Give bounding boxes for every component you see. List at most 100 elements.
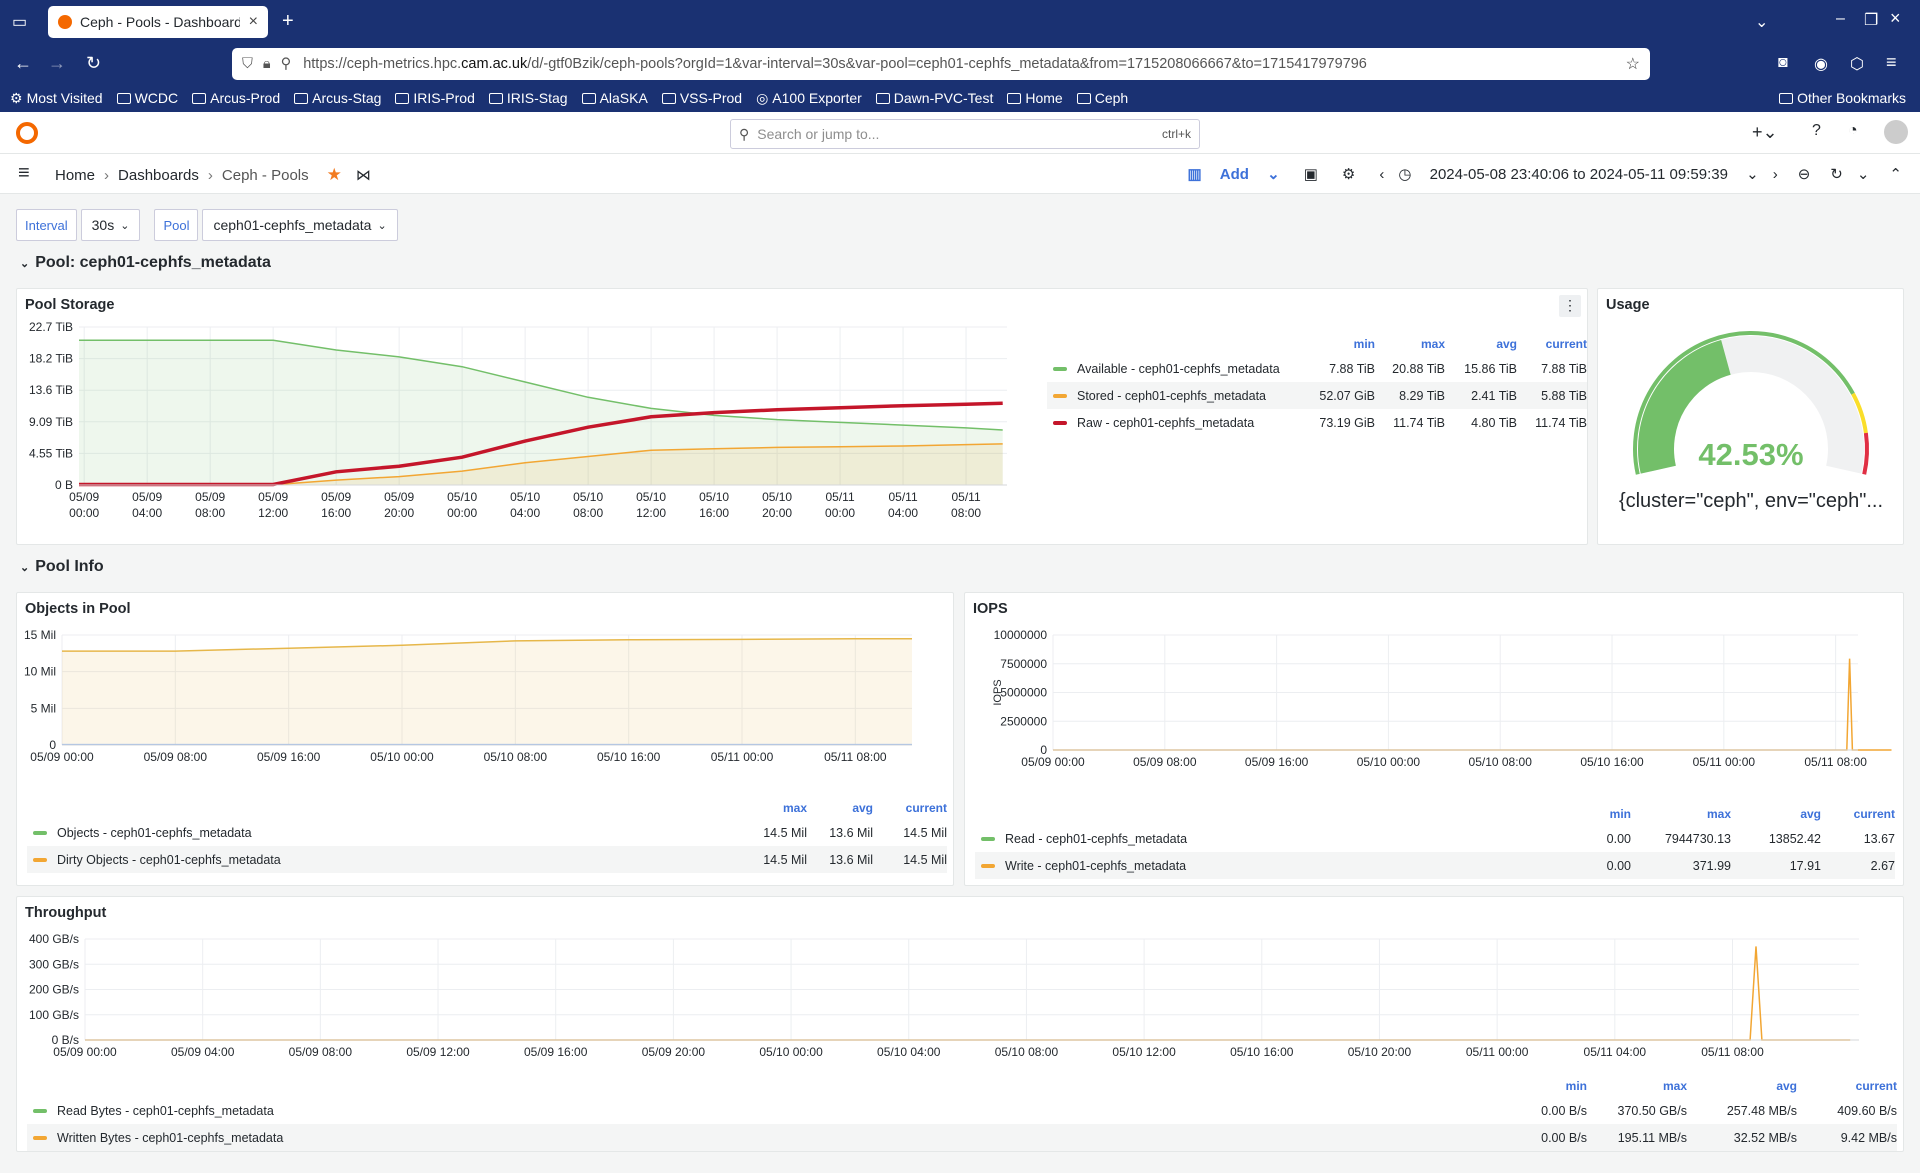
window-close-icon[interactable]: × (1890, 8, 1901, 28)
favorite-star-icon[interactable]: ★ (326, 165, 342, 184)
x-tick-label: 05/11 00:00 (1466, 1045, 1529, 1059)
bookmark-item[interactable]: Home (1007, 90, 1063, 107)
share-icon[interactable]: ⋈ (355, 167, 371, 184)
url-bar[interactable]: ⛉ 🔒︎ ⚲ https://ceph-metrics.hpc. cam.ac.u… (232, 48, 1650, 80)
bookmark-item[interactable]: WCDC (116, 90, 178, 107)
refresh-interval-chevron-icon[interactable]: ⌄ (1856, 166, 1870, 183)
series-color-swatch[interactable] (33, 1135, 47, 1140)
time-back-icon[interactable]: ‹ (1379, 165, 1385, 183)
collapse-header-icon[interactable]: ⌃ (1889, 166, 1902, 183)
series-color-swatch[interactable] (1053, 393, 1067, 398)
legend-row[interactable]: Dirty Objects - ceph01-cephfs_metadata 14… (27, 846, 947, 873)
bookmark-item[interactable]: Arcus-Prod (192, 90, 280, 107)
legend-column-current[interactable]: current (1853, 807, 1895, 821)
bookmark-star-icon[interactable]: ☆ (1625, 56, 1640, 73)
objects-legend: max avg current Objects - ceph01-cephfs_met… (27, 801, 947, 873)
forward-icon[interactable]: → (48, 53, 66, 73)
other-bookmarks[interactable]: Other Bookmarks (1779, 90, 1906, 106)
time-picker[interactable]: ◷ 2024-05-08 23:40:06 to 2024-05-11 09:5… (1398, 166, 1759, 183)
restore-icon[interactable]: ❐ (1864, 12, 1879, 29)
tab-close-icon[interactable]: × (248, 13, 258, 30)
account-icon[interactable]: ◉ (1814, 56, 1828, 73)
legend-row[interactable]: Read - ceph01-cephfs_metadata 0.00 7944730… (975, 825, 1895, 852)
menu-icon[interactable]: ≡ (1886, 52, 1897, 72)
reload-icon[interactable]: ↻ (86, 53, 102, 73)
time-forward-icon[interactable]: › (1772, 165, 1778, 183)
legend-row[interactable]: Write - ceph01-cephfs_metadata 0.00 371.99… (975, 852, 1895, 879)
legend-column-avg[interactable]: avg (852, 801, 873, 815)
legend-value-max: 14.5 Mil (763, 852, 807, 867)
settings-gear-icon[interactable]: ⚙ (1341, 166, 1356, 183)
pool-select[interactable]: ceph01-cephfs_metadata ⌄ (202, 209, 398, 241)
avatar[interactable] (1884, 120, 1908, 144)
legend-column-max[interactable]: max (1420, 337, 1445, 351)
series-color-swatch[interactable] (981, 863, 995, 868)
legend-row[interactable]: Objects - ceph01-cephfs_metadata 14.5 Mil… (27, 819, 947, 846)
legend-row[interactable]: Written Bytes - ceph01-cephfs_metadata 0.… (27, 1124, 1897, 1151)
news-rss-icon[interactable]: ◔ (1848, 122, 1858, 139)
bookmark-item[interactable]: VSS-Prod (661, 90, 742, 107)
browser-tab-active[interactable]: Ceph - Pools - Dashboard × (48, 6, 268, 38)
pocket-icon[interactable]: ◙ (1778, 54, 1788, 71)
tab-list-icon[interactable]: ▭ (12, 14, 28, 31)
legend-column-max[interactable]: max (782, 801, 807, 815)
bookmark-item[interactable]: ◎ A100 Exporter (756, 90, 862, 107)
legend-row[interactable]: Read Bytes - ceph01-cephfs_metadata 0.00 … (27, 1097, 1897, 1124)
series-color-swatch[interactable] (33, 830, 47, 835)
hamburger-menu-icon[interactable]: ≡ (18, 162, 30, 184)
legend-column-current[interactable]: current (1855, 1079, 1897, 1093)
extensions-icon[interactable]: ⬡ (1850, 56, 1864, 73)
legend-column-current[interactable]: current (905, 801, 947, 815)
tab-overflow-icon[interactable]: ⌄ (1755, 14, 1769, 31)
legend-row[interactable]: Stored - ceph01-cephfs_metadata 52.07 GiB… (1047, 382, 1587, 409)
legend-column-avg[interactable]: avg (1800, 807, 1821, 821)
bookmark-item[interactable]: Dawn-PVC-Test (875, 90, 993, 107)
save-icon[interactable]: ▣ (1303, 166, 1318, 183)
x-tick-label: 00:00 (69, 506, 99, 520)
legend-column-current[interactable]: current (1545, 337, 1587, 351)
legend-row[interactable]: Raw - ceph01-cephfs_metadata 73.19 GiB 11.… (1047, 409, 1587, 436)
bookmark-item[interactable]: IRIS-Stag (488, 90, 568, 107)
zoom-out-icon[interactable]: ⊖ (1797, 166, 1811, 183)
series-color-swatch[interactable] (33, 857, 47, 862)
minimize-icon[interactable]: – (1836, 10, 1845, 27)
legend-column-avg[interactable]: avg (1776, 1079, 1797, 1093)
search-input[interactable]: ⚲ Search or jump to... ctrl+k (730, 119, 1200, 149)
legend-column-max[interactable]: max (1662, 1079, 1687, 1093)
back-icon[interactable]: ← (14, 53, 32, 73)
legend-value-min: 52.07 GiB (1319, 388, 1375, 403)
new-tab-icon[interactable]: + (282, 10, 294, 32)
breadcrumb-dashboards[interactable]: Dashboards (118, 166, 199, 184)
interval-select[interactable]: 30s ⌄ (80, 209, 141, 241)
legend-column-min[interactable]: min (1565, 1079, 1587, 1093)
series-color-swatch[interactable] (1053, 366, 1067, 371)
bookmark-item[interactable]: Ceph (1076, 90, 1128, 107)
legend-column-avg[interactable]: avg (1496, 337, 1517, 351)
legend-row[interactable]: Available - ceph01-cephfs_metadata 7.88 T… (1047, 355, 1587, 382)
panel-pool-storage: Pool Storage ⋮ 22.7 TiB 18.2 TiB 13.6 TiB 9… (16, 288, 1588, 545)
series-color-swatch[interactable] (981, 836, 995, 841)
panel-usage: Usage 42.53% {cluster="ceph", env="ceph".… (1597, 288, 1904, 545)
series-color-swatch[interactable] (1053, 420, 1067, 425)
row-pool[interactable]: ⌄ Pool: ceph01-cephfs_metadata (20, 254, 271, 272)
x-tick-label: 05/10 16:00 (1580, 755, 1644, 769)
new-plus-icon[interactable]: +⌄ (1752, 122, 1778, 142)
legend-column-max[interactable]: max (1706, 807, 1731, 821)
panel-menu-icon[interactable]: ⋮ (1559, 295, 1581, 317)
x-tick-label: 05/09 08:00 (289, 1045, 353, 1059)
row-pool-info[interactable]: ⌄ Pool Info (20, 558, 104, 576)
bookmark-item[interactable]: IRIS-Prod (395, 90, 475, 107)
legend-column-min[interactable]: min (1353, 337, 1375, 351)
refresh-icon[interactable]: ↻ (1830, 166, 1843, 183)
legend-column-min[interactable]: min (1609, 807, 1631, 821)
add-button[interactable]: ▥ Add ⌄ (1187, 166, 1280, 183)
bookmark-item[interactable]: Arcus-Stag (294, 90, 381, 107)
grafana-logo-icon[interactable] (16, 122, 38, 144)
breadcrumb-home[interactable]: Home (55, 166, 96, 184)
bookmark-item[interactable]: ⚙ Most Visited (10, 90, 103, 107)
help-icon[interactable]: ? (1812, 122, 1821, 139)
series-color-swatch[interactable] (33, 1108, 47, 1113)
row-title: Pool: ceph01-cephfs_metadata (35, 254, 271, 271)
x-tick-label: 05/10 12:00 (1112, 1045, 1176, 1059)
bookmark-item[interactable]: AlaSKA (581, 90, 648, 107)
